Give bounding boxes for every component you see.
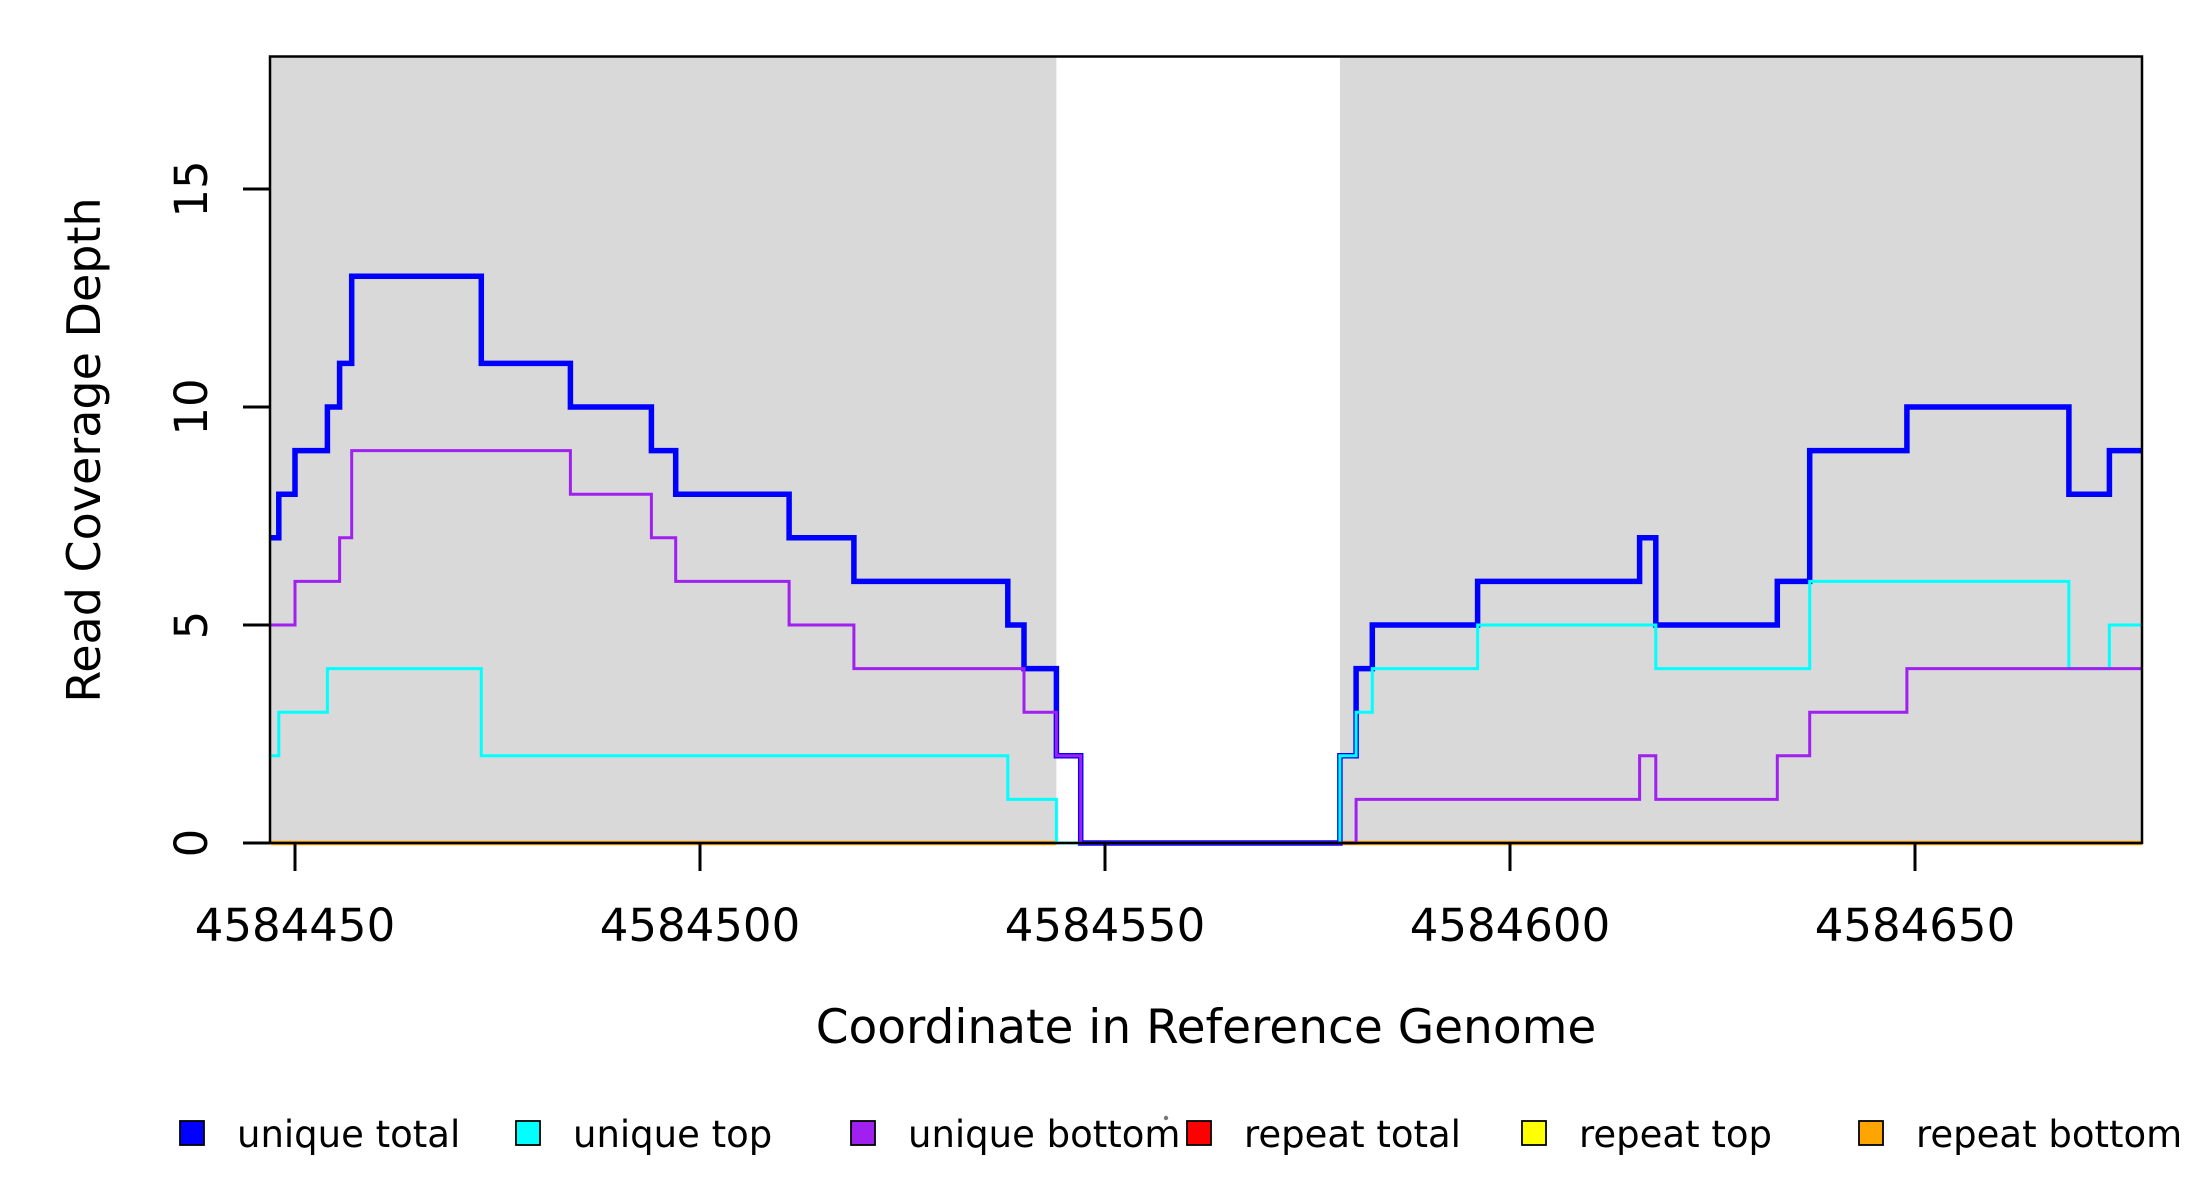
series-line-unique-bottom — [270, 449, 2142, 845]
stray-dot-artifact — [1163, 1115, 1169, 1121]
legend-label: unique top — [573, 1113, 772, 1156]
y-axis-title: Read Coverage Depth — [57, 197, 111, 702]
legend-item-unique-total: unique total — [179, 1113, 460, 1156]
plot-background-layer — [270, 56, 2142, 843]
legend-label: unique bottom — [908, 1113, 1180, 1156]
x-axis-title: Coordinate in Reference Genome — [816, 1000, 1597, 1055]
y-tick-label: 0 — [165, 829, 218, 858]
legend-item-repeat-top: repeat top — [1521, 1113, 1772, 1156]
x-tick-label: 4584450 — [195, 899, 395, 952]
x-tick-label: 4584500 — [600, 899, 800, 952]
legend-swatch — [1858, 1120, 1884, 1146]
axes-layer: 4584450 4584500 4584550 4584600 4584650 0 5 10 1… — [165, 160, 2015, 952]
legend-item-unique-top: unique top — [515, 1113, 772, 1156]
plot-frame-layer — [268, 55, 2144, 845]
legend-label: repeat total — [1244, 1113, 1461, 1156]
legend-swatch — [850, 1120, 876, 1146]
series-line-unique-total — [270, 273, 2142, 846]
legend: unique total unique top unique bottom repea… — [179, 1113, 2182, 1156]
legend-item-repeat-total: repeat total — [1186, 1113, 1461, 1156]
legend-label: repeat bottom — [1916, 1113, 2182, 1156]
legend-swatch — [515, 1120, 541, 1146]
x-tick-label: 4584550 — [1005, 899, 1205, 952]
legend-swatch — [179, 1120, 205, 1146]
legend-label: unique total — [237, 1113, 460, 1156]
x-tick-label: 4584650 — [1815, 899, 2015, 952]
legend-swatch — [1186, 1120, 1212, 1146]
coverage-region-2 — [1339, 56, 2142, 843]
y-tick-label: 15 — [165, 160, 218, 217]
y-tick-label: 5 — [165, 611, 218, 640]
y-tick-label: 10 — [165, 378, 218, 435]
legend-item-unique-bottom: unique bottom — [850, 1113, 1180, 1156]
legend-swatch — [1521, 1120, 1547, 1146]
plot-border — [268, 55, 2144, 845]
series-line-unique-top — [270, 579, 2142, 845]
x-tick-label: 4584600 — [1410, 899, 1610, 952]
legend-label: repeat top — [1579, 1113, 1772, 1156]
legend-item-repeat-bottom: repeat bottom — [1858, 1113, 2182, 1156]
